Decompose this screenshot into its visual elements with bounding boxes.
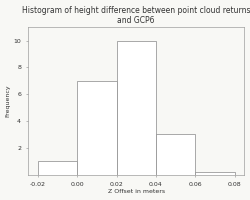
- Bar: [195, 172, 234, 175]
- X-axis label: Z Offset in meters: Z Offset in meters: [108, 189, 165, 194]
- Title: Histogram of height difference between point cloud returns
and GCP6: Histogram of height difference between p…: [22, 6, 250, 25]
- Y-axis label: Frequency: Frequency: [6, 85, 10, 117]
- Bar: [156, 134, 195, 175]
- Bar: [77, 81, 116, 175]
- Bar: [116, 41, 156, 175]
- Bar: [38, 161, 77, 175]
